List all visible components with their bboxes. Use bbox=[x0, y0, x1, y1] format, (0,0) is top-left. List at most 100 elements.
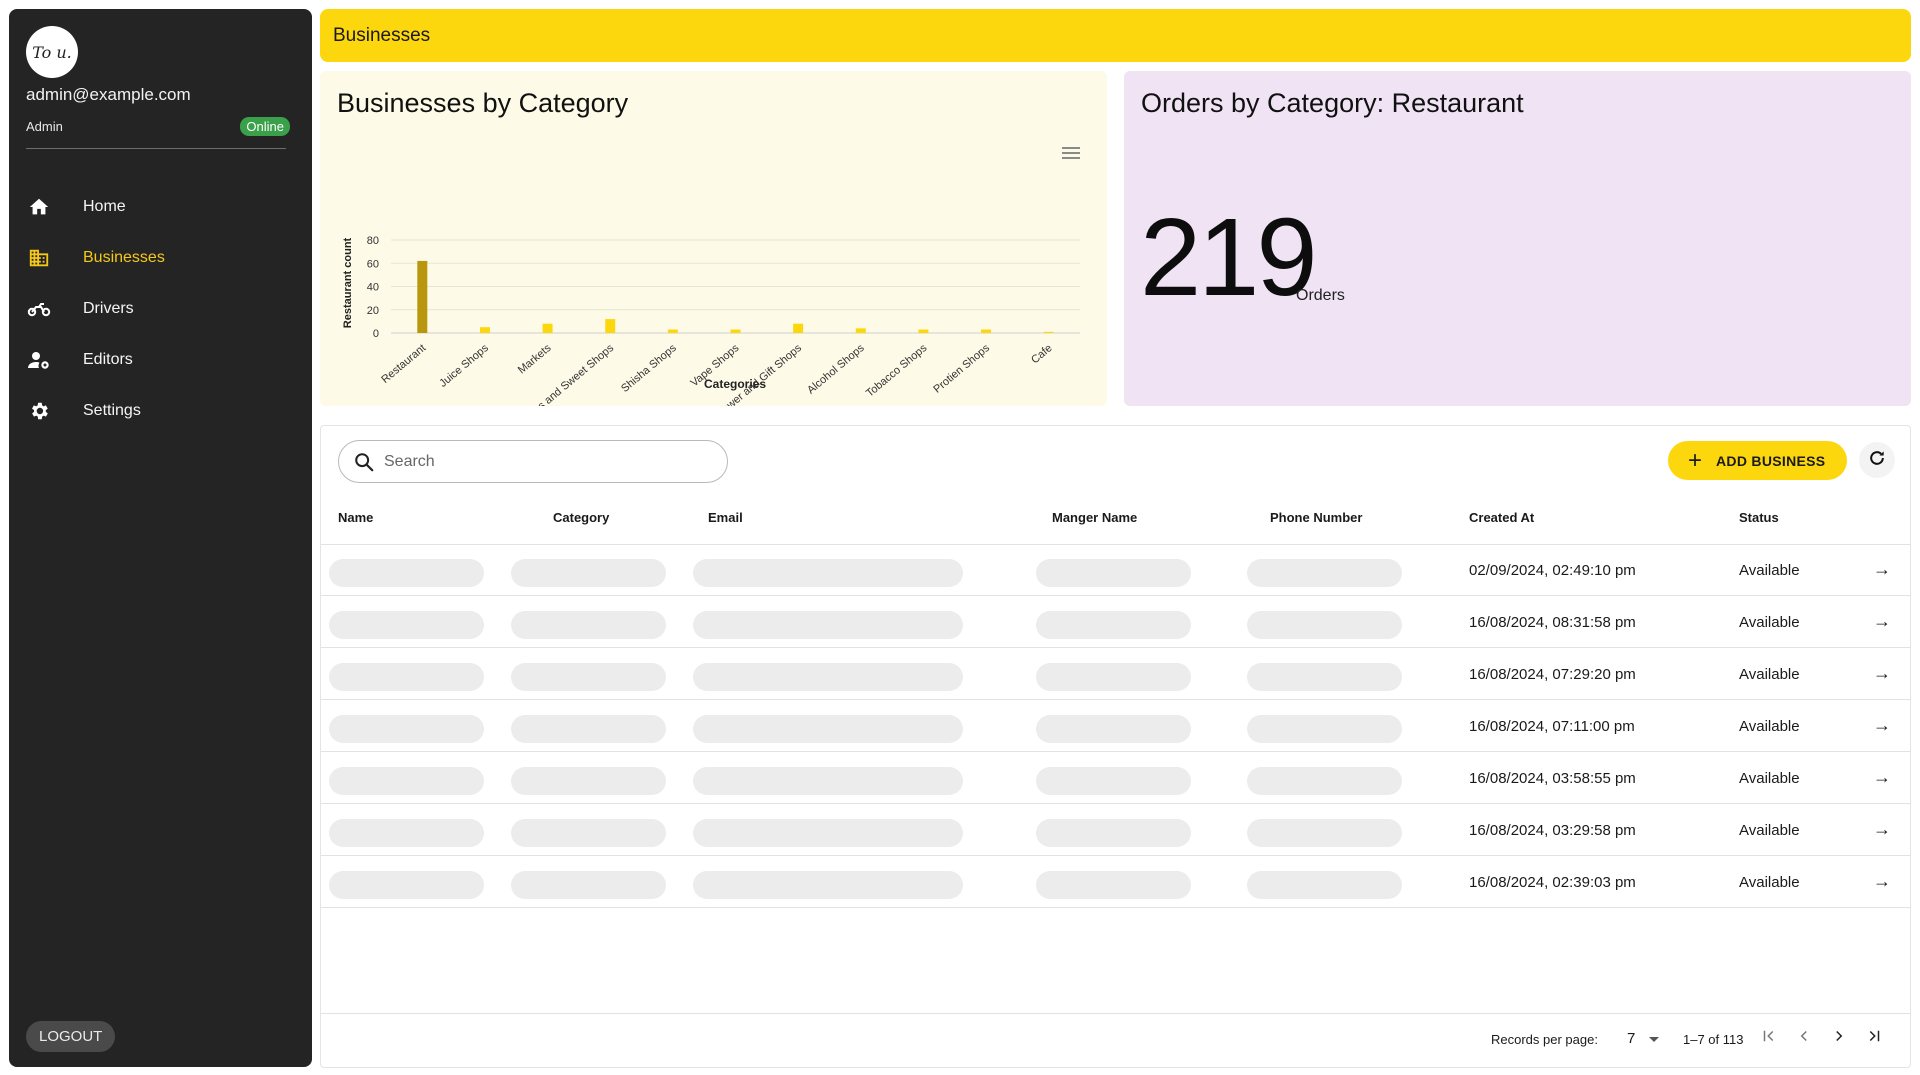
sidebar-item-businesses[interactable]: Businesses bbox=[9, 232, 312, 283]
table-row[interactable]: 16/08/2024, 07:29:20 pm Available → bbox=[321, 649, 1910, 700]
status-cell: Available bbox=[1739, 770, 1800, 787]
table-row[interactable]: 02/09/2024, 02:49:10 pm Available → bbox=[321, 545, 1910, 596]
name-placeholder bbox=[329, 611, 484, 639]
orders-by-category-card: Orders by Category: Restaurant 219 Order… bbox=[1124, 71, 1911, 406]
phone-number-placeholder bbox=[1247, 819, 1402, 847]
manager-name-placeholder bbox=[1036, 767, 1191, 795]
category-placeholder bbox=[511, 559, 666, 587]
bar bbox=[417, 260, 428, 333]
sidebar-item-label: Businesses bbox=[83, 248, 165, 266]
user-role: Admin bbox=[26, 119, 63, 134]
sidebar-item-drivers[interactable]: Drivers bbox=[9, 283, 312, 334]
status-cell: Available bbox=[1739, 822, 1800, 839]
email-placeholder bbox=[693, 767, 963, 795]
plus-icon: + bbox=[1688, 446, 1703, 474]
chart-title: Businesses by Category bbox=[337, 88, 629, 118]
y-tick-label: 0 bbox=[373, 328, 379, 340]
sidebar-item-label: Home bbox=[83, 197, 126, 215]
created-at-cell: 16/08/2024, 03:29:58 pm bbox=[1469, 822, 1636, 839]
refresh-button[interactable] bbox=[1859, 442, 1895, 478]
x-tick-label: Alcohol Shops bbox=[805, 342, 867, 397]
column-header-manager-name[interactable]: Manger Name bbox=[1052, 510, 1138, 525]
arrow-right-icon[interactable]: → bbox=[1873, 715, 1891, 735]
y-tick-label: 80 bbox=[367, 235, 379, 247]
name-placeholder bbox=[329, 663, 484, 691]
name-placeholder bbox=[329, 715, 484, 743]
table-row[interactable]: 16/08/2024, 03:58:55 pm Available → bbox=[321, 753, 1910, 804]
table-row[interactable]: 16/08/2024, 08:31:58 pm Available → bbox=[321, 597, 1910, 648]
email-placeholder bbox=[693, 715, 963, 743]
table-header-divider bbox=[321, 544, 1910, 545]
bar bbox=[479, 327, 490, 333]
phone-number-placeholder bbox=[1247, 767, 1402, 795]
x-tick-label: Restaurant bbox=[379, 342, 428, 386]
category-placeholder bbox=[511, 767, 666, 795]
column-header-created-at[interactable]: Created At bbox=[1469, 510, 1535, 525]
bar-chart: 0 20 40 60 80 Restaurant count Restaurant Juice… bbox=[342, 235, 1080, 406]
phone-number-placeholder bbox=[1247, 715, 1402, 743]
column-header-category[interactable]: Category bbox=[553, 510, 610, 525]
phone-number-placeholder bbox=[1247, 559, 1402, 587]
arrow-right-icon[interactable]: → bbox=[1873, 663, 1891, 683]
x-tick-label: Cafe bbox=[1029, 342, 1055, 366]
table-row[interactable]: 16/08/2024, 02:39:03 pm Available → bbox=[321, 857, 1910, 908]
arrow-right-icon[interactable]: → bbox=[1873, 767, 1891, 787]
businesses-by-category-card: Businesses by Category 0 20 40 60 80 Restaura… bbox=[320, 71, 1107, 406]
search-input[interactable] bbox=[384, 452, 704, 471]
chart-menu-icon[interactable] bbox=[1062, 147, 1080, 161]
sidebar-nav: Home Businesses Drivers Editors Settings bbox=[9, 181, 312, 436]
email-placeholder bbox=[693, 663, 963, 691]
add-business-label: ADD BUSINESS bbox=[1716, 452, 1826, 469]
column-header-name[interactable]: Name bbox=[338, 510, 374, 525]
manager-name-placeholder bbox=[1036, 819, 1191, 847]
arrow-right-icon[interactable]: → bbox=[1873, 559, 1891, 579]
manager-name-placeholder bbox=[1036, 663, 1191, 691]
status-cell: Available bbox=[1739, 874, 1800, 891]
category-placeholder bbox=[511, 819, 666, 847]
add-business-button[interactable]: + ADD BUSINESS bbox=[1668, 441, 1847, 480]
status-cell: Available bbox=[1739, 614, 1800, 631]
records-per-page-select[interactable]: 7 bbox=[1627, 1030, 1636, 1047]
name-placeholder bbox=[329, 871, 484, 899]
created-at-cell: 16/08/2024, 07:29:20 pm bbox=[1469, 666, 1636, 683]
logout-button[interactable]: LOGOUT bbox=[26, 1021, 116, 1052]
manager-name-placeholder bbox=[1036, 559, 1191, 587]
x-tick-label: Juice Shops bbox=[437, 342, 491, 390]
previous-page-button[interactable] bbox=[1792, 1026, 1816, 1050]
status-cell: Available bbox=[1739, 562, 1800, 579]
search-box[interactable] bbox=[338, 440, 728, 483]
arrow-right-icon[interactable]: → bbox=[1873, 819, 1891, 839]
phone-number-placeholder bbox=[1247, 871, 1402, 899]
column-header-phone-number[interactable]: Phone Number bbox=[1270, 510, 1363, 525]
y-tick-label: 40 bbox=[367, 282, 379, 294]
last-page-icon bbox=[1865, 1027, 1883, 1050]
bar bbox=[1043, 331, 1054, 333]
sidebar-item-home[interactable]: Home bbox=[9, 181, 312, 232]
x-tick-label: Protien Shops bbox=[931, 342, 992, 396]
last-page-button[interactable] bbox=[1862, 1026, 1886, 1050]
businesses-table-card: + ADD BUSINESS Name Category Email Mange… bbox=[320, 425, 1911, 1068]
pagination-range: 1–7 of 113 bbox=[1683, 1032, 1744, 1047]
first-page-button[interactable] bbox=[1757, 1026, 1781, 1050]
sidebar-item-label: Settings bbox=[83, 401, 141, 419]
sidebar-divider bbox=[26, 148, 286, 149]
column-header-status[interactable]: Status bbox=[1739, 510, 1779, 525]
table-row[interactable]: 16/08/2024, 03:29:58 pm Available → bbox=[321, 805, 1910, 856]
manager-name-placeholder bbox=[1036, 611, 1191, 639]
phone-number-placeholder bbox=[1247, 611, 1402, 639]
name-placeholder bbox=[329, 819, 484, 847]
y-axis-label: Restaurant count bbox=[342, 237, 354, 328]
column-header-email[interactable]: Email bbox=[708, 510, 743, 525]
sidebar-item-editors[interactable]: Editors bbox=[9, 334, 312, 385]
business-icon bbox=[27, 246, 51, 270]
arrow-right-icon[interactable]: → bbox=[1873, 611, 1891, 631]
sidebar-item-settings[interactable]: Settings bbox=[9, 385, 312, 436]
arrow-right-icon[interactable]: → bbox=[1873, 871, 1891, 891]
next-page-button[interactable] bbox=[1827, 1026, 1851, 1050]
bar bbox=[918, 329, 929, 333]
first-page-icon bbox=[1760, 1027, 1778, 1050]
chevron-down-icon[interactable] bbox=[1649, 1037, 1659, 1042]
status-cell: Available bbox=[1739, 666, 1800, 683]
table-row[interactable]: 16/08/2024, 07:11:00 pm Available → bbox=[321, 701, 1910, 752]
manager-name-placeholder bbox=[1036, 715, 1191, 743]
